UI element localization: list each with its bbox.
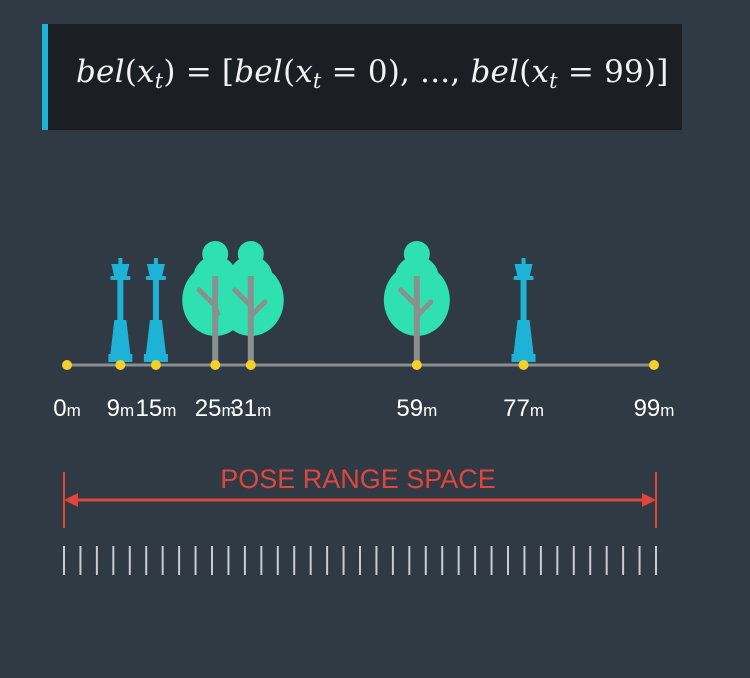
position-dot — [62, 360, 72, 370]
position-dot — [411, 360, 422, 370]
position-unit: m — [120, 401, 134, 420]
street-lamp-icon — [108, 258, 133, 362]
street-lamp-icon — [143, 258, 168, 362]
position-label: 31m — [230, 395, 271, 422]
formula-x: x — [295, 54, 313, 90]
position-label: 25m — [195, 395, 236, 422]
formula-equals: ) = [ — [163, 54, 235, 90]
discrete-pose-ticks — [63, 546, 657, 575]
accent-bar — [42, 24, 48, 130]
formula-x: x — [531, 54, 550, 90]
formula-first-term: = 0), ..., — [321, 54, 471, 90]
formula-bel: bel — [234, 54, 283, 90]
position-unit: m — [221, 401, 235, 420]
position-label: 59m — [396, 395, 437, 422]
position-label: 15m — [136, 395, 177, 422]
position-value: 25 — [195, 395, 222, 422]
landmarks — [108, 241, 536, 362]
position-label: 77m — [503, 395, 544, 422]
formula-t: t — [312, 69, 322, 93]
formula-bel: bel — [76, 54, 125, 90]
pose-range-label: POSE RANGE SPACE — [220, 464, 496, 494]
position-dot — [150, 360, 161, 370]
tree-icon — [384, 241, 450, 362]
position-value: 0 — [53, 395, 66, 422]
position-value: 15 — [136, 395, 163, 422]
position-value: 31 — [230, 395, 257, 422]
position-unit: m — [530, 401, 544, 420]
formula-t: t — [549, 69, 558, 93]
position-markers — [62, 360, 659, 370]
position-dot — [245, 360, 256, 370]
position-label: 9m — [107, 395, 135, 422]
formula-last-term: = 99)] — [557, 54, 669, 90]
position-value: 77 — [503, 395, 530, 422]
position-value: 59 — [396, 395, 423, 422]
position-unit: m — [257, 401, 271, 420]
position-unit: m — [67, 401, 81, 420]
tree-icon — [218, 241, 284, 362]
position-unit: m — [660, 401, 674, 420]
formula-x: x — [137, 54, 155, 90]
street-lamp-icon — [511, 258, 536, 362]
right-arrowhead — [642, 493, 656, 507]
position-label: 99m — [634, 395, 675, 422]
belief-formula: bel(xt) = [bel(xt = 0), ..., bel(xt = 99… — [76, 54, 669, 93]
formula-bel: bel — [470, 54, 520, 90]
position-value: 9 — [107, 395, 120, 422]
belief-formula-box: bel(xt) = [bel(xt = 0), ..., bel(xt = 99… — [42, 24, 682, 130]
left-arrowhead — [64, 493, 78, 507]
pose-range-indicator: POSE RANGE SPACE — [63, 464, 657, 528]
position-label: 0m — [53, 395, 81, 422]
position-dot — [115, 360, 126, 370]
formula-t: t — [154, 69, 164, 93]
position-dot — [649, 360, 659, 370]
position-value: 99 — [634, 395, 661, 422]
position-dot — [210, 360, 221, 370]
position-unit: m — [423, 401, 437, 420]
position-dot — [518, 360, 529, 370]
position-unit: m — [162, 401, 176, 420]
